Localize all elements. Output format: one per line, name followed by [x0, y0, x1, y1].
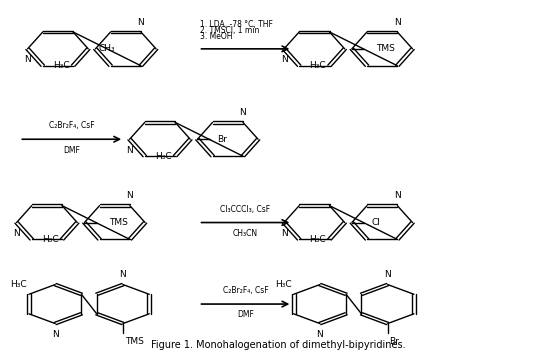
Text: H₃C: H₃C: [53, 61, 70, 70]
Text: N: N: [394, 18, 400, 27]
Text: TMS: TMS: [125, 337, 144, 346]
Text: N: N: [316, 330, 323, 339]
Text: N: N: [126, 145, 133, 154]
Text: Cl₃CCCl₃, CsF: Cl₃CCCl₃, CsF: [221, 205, 271, 214]
Text: 3. MeOH: 3. MeOH: [199, 32, 232, 41]
Text: Br: Br: [389, 337, 399, 346]
Text: H₃C: H₃C: [275, 280, 292, 289]
Text: N: N: [52, 330, 58, 339]
Text: N: N: [240, 108, 246, 117]
Text: Figure 1. Monohalogenation of dimethyl-bipyridines.: Figure 1. Monohalogenation of dimethyl-b…: [151, 340, 406, 350]
Text: TMS: TMS: [109, 218, 128, 227]
Text: DMF: DMF: [237, 310, 254, 319]
Text: CH₃CN: CH₃CN: [233, 229, 258, 238]
Text: H₃C: H₃C: [310, 235, 326, 244]
Text: N: N: [13, 229, 20, 238]
Text: C₂Br₂F₄, CsF: C₂Br₂F₄, CsF: [223, 286, 268, 295]
Text: 2. TMSCl, 1 min: 2. TMSCl, 1 min: [199, 26, 259, 35]
Text: N: N: [138, 18, 144, 27]
Text: H₃C: H₃C: [11, 280, 27, 289]
Text: CH₃: CH₃: [98, 44, 115, 53]
Text: Br: Br: [217, 135, 227, 144]
Text: C₂Br₂F₄, CsF: C₂Br₂F₄, CsF: [49, 121, 95, 130]
Text: N: N: [281, 229, 287, 238]
Text: N: N: [120, 270, 126, 279]
Text: H₃C: H₃C: [42, 235, 58, 244]
Text: N: N: [281, 55, 287, 64]
Text: N: N: [384, 270, 391, 279]
Text: Cl: Cl: [371, 218, 380, 227]
Text: H₃C: H₃C: [155, 152, 172, 161]
Text: H₃C: H₃C: [310, 61, 326, 70]
Text: N: N: [394, 191, 400, 200]
Text: N: N: [24, 55, 31, 64]
Text: N: N: [126, 191, 133, 200]
Text: DMF: DMF: [63, 145, 80, 154]
Text: TMS: TMS: [376, 44, 395, 53]
Text: 1. LDA, -78 °C, THF: 1. LDA, -78 °C, THF: [199, 21, 272, 30]
